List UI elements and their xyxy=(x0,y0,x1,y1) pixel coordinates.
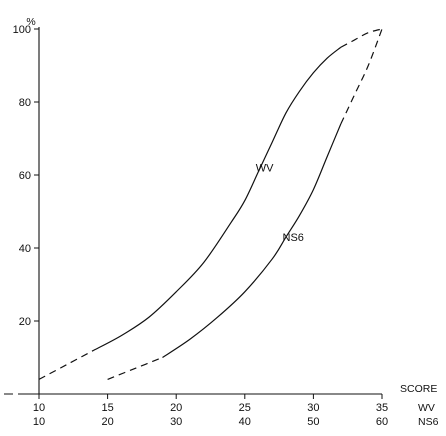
axes xyxy=(4,27,383,399)
series-label-ns6: NS6 xyxy=(283,232,304,244)
x-tick-label-wv-20: 20 xyxy=(170,402,182,414)
y-tick-label-60: 60 xyxy=(19,170,31,182)
labels-layer: 20 40 60 80 100% 10 15 20 25 30 35 10 20 30 40 50 60 SCOR… xyxy=(13,16,439,428)
x-axis-label: SCORE xyxy=(400,383,437,395)
series-ns6-line-start xyxy=(107,356,163,380)
x-tick-label-wv-10: 10 xyxy=(33,402,45,414)
series-wv xyxy=(38,28,383,380)
x-tick-label-ns6-50: 50 xyxy=(307,416,319,428)
series-wv-line-start xyxy=(38,349,95,380)
series-label-wv: WV xyxy=(256,163,274,175)
x-tick-label-ns6-20: 20 xyxy=(101,416,113,428)
x-tick-label-wv-35: 35 xyxy=(376,402,388,414)
y-tick-label-100: 100 xyxy=(13,24,31,36)
series-ns6 xyxy=(107,28,383,380)
series-ns6-line xyxy=(162,123,342,358)
series-wv-line-end xyxy=(340,28,383,48)
x-scale-name-wv: WV xyxy=(418,402,435,414)
x-tick-label-ns6-30: 30 xyxy=(170,416,182,428)
x-scale-name-ns6: NS6 xyxy=(418,416,439,428)
y-tick-label-80: 80 xyxy=(19,97,31,109)
y-unit-label: % xyxy=(26,16,35,28)
series-layer xyxy=(38,28,383,380)
x-tick-label-wv-15: 15 xyxy=(101,402,113,414)
x-tick-label-wv-30: 30 xyxy=(307,402,319,414)
x-tick-label-wv-25: 25 xyxy=(239,402,251,414)
x-tick-label-ns6-40: 40 xyxy=(239,416,251,428)
series-ns6-line-end xyxy=(340,28,383,125)
x-tick-label-ns6-60: 60 xyxy=(376,416,388,428)
series-wv-line xyxy=(93,46,342,351)
x-tick-label-ns6-10: 10 xyxy=(33,416,45,428)
y-tick-label-20: 20 xyxy=(19,316,31,328)
y-tick-label-40: 40 xyxy=(19,243,31,255)
